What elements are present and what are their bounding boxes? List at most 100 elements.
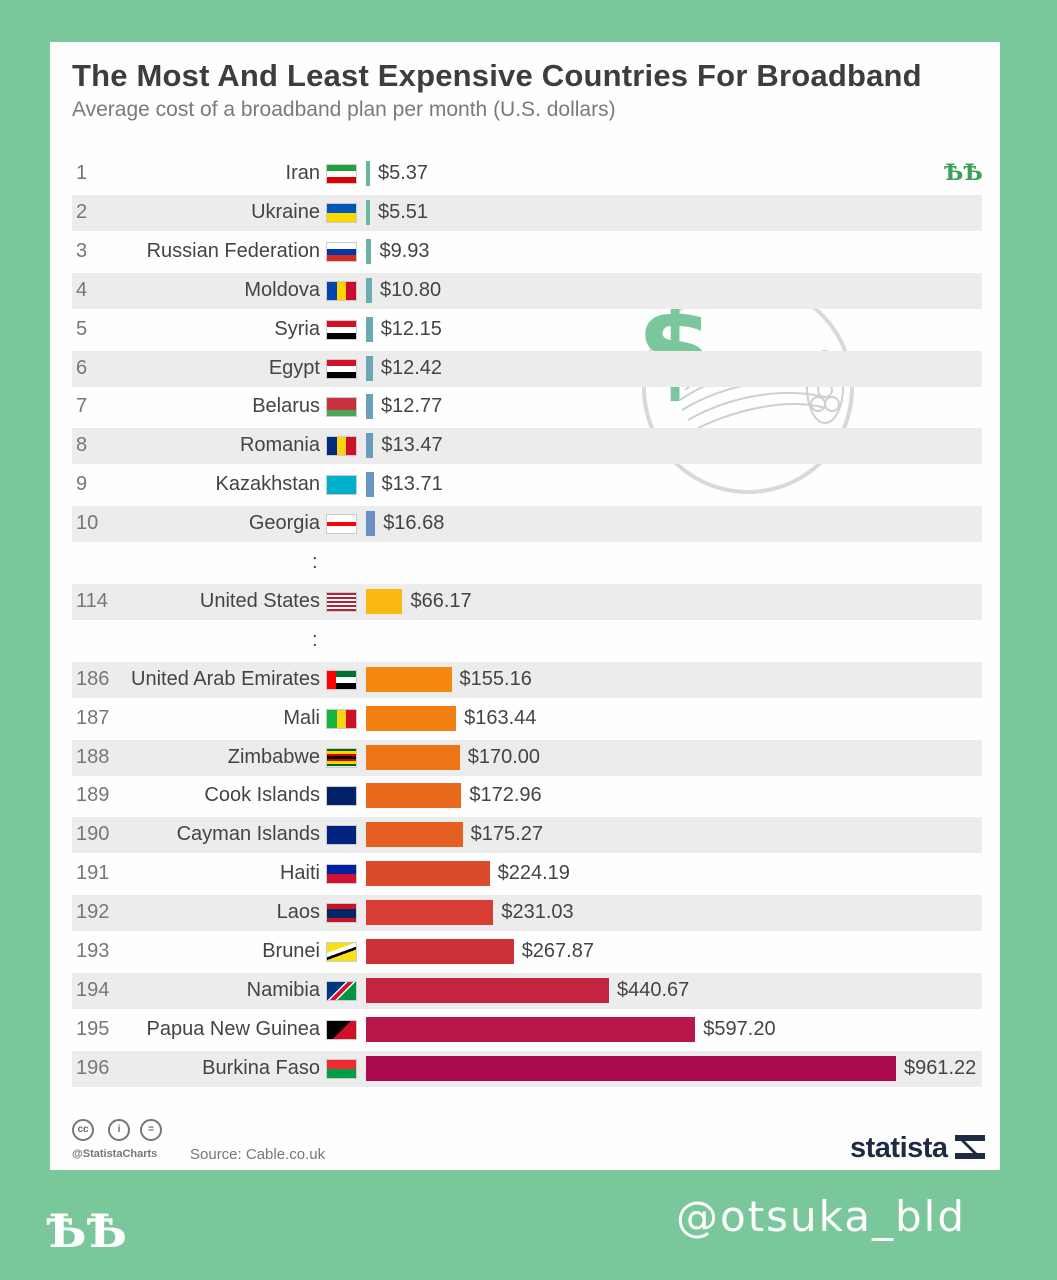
flag-icon: [326, 980, 357, 1001]
flag-icon: [326, 942, 357, 962]
rank-label: 190: [76, 823, 110, 846]
chart-row: 194 Namibia $440.67: [72, 972, 982, 1009]
chart-row: 5 Syria $12.15: [72, 312, 982, 348]
rank-label: 194: [76, 978, 110, 1001]
chart-row: 1 Iran $5.37: [72, 156, 982, 192]
country-label: Laos: [276, 901, 320, 924]
chart-row: 191 Haiti $224.19: [72, 856, 982, 892]
chart-row: 4 Moldova $10.80: [72, 272, 982, 309]
country-label: Haiti: [279, 862, 320, 885]
flag-icon: [326, 864, 357, 885]
country-label: Georgia: [248, 512, 320, 535]
chart-row: 189 Cook Islands $172.96: [72, 778, 982, 814]
rank-label: 2: [76, 200, 88, 223]
country-label: Belarus: [252, 395, 320, 418]
chart-bar: [366, 316, 373, 342]
chart-bar: [366, 939, 514, 964]
rank-label: 6: [76, 356, 88, 379]
flag-icon: [326, 669, 357, 690]
chart-row: 188 Zimbabwe $170.00: [72, 739, 982, 776]
flag-icon: [326, 358, 357, 379]
value-label: $155.16: [459, 667, 532, 690]
footer-source: Source: Cable.co.uk: [190, 1146, 326, 1163]
value-label: $16.68: [383, 512, 445, 535]
chart-row: 195 Papua New Guinea $597.20: [72, 1012, 982, 1048]
value-label: $10.80: [379, 278, 442, 301]
rank-label: 8: [76, 434, 88, 457]
flag-icon: [326, 747, 357, 768]
chart-bar: [366, 666, 452, 692]
rank-label: 189: [76, 784, 110, 807]
chart-bar: [366, 744, 460, 770]
value-label: $267.87: [521, 940, 594, 962]
rank-label: 191: [76, 862, 110, 885]
statista-logo-mark: [955, 1135, 986, 1159]
footer-tag: @StatistaCharts: [72, 1148, 158, 1160]
chart-row: 7 Belarus $12.77: [72, 389, 982, 425]
country-label: Moldova: [244, 278, 320, 301]
country-label: Iran: [285, 162, 320, 184]
attribution-icon: i: [108, 1119, 130, 1141]
value-label: $12.15: [380, 317, 442, 340]
chart-bar: [366, 783, 462, 809]
country-label: Syria: [274, 317, 320, 340]
flag-icon: [326, 436, 357, 457]
country-label: Cook Islands: [204, 784, 320, 807]
value-label: $13.71: [381, 473, 443, 496]
no-derivatives-icon: =: [140, 1119, 162, 1141]
cc-icon: cc: [72, 1119, 94, 1141]
rank-label: 7: [76, 395, 88, 418]
country-label: Namibia: [246, 978, 320, 1001]
rank-label: 186: [76, 667, 110, 690]
value-label: $12.77: [381, 395, 443, 418]
flag-icon: [326, 475, 357, 496]
logo-mark-small: ѢѢ: [944, 160, 983, 186]
chart-row: 9 Kazakhstan $13.71: [72, 467, 982, 503]
chart-title: The Most And Least Expensive Countries F…: [72, 58, 922, 93]
watermark-handle: @otsuka_bld: [676, 1192, 966, 1241]
chart-bar: [366, 900, 494, 926]
flag-icon: [326, 1058, 357, 1079]
rank-label: 196: [76, 1056, 110, 1079]
chart-row: 193 Brunei $267.87: [72, 934, 982, 970]
chart-bar: [366, 511, 376, 537]
rank-label: 1: [76, 162, 88, 184]
value-label: $5.51: [378, 200, 429, 223]
rank-label: 5: [76, 317, 88, 340]
chart-row: 6 Egypt $12.42: [72, 350, 982, 387]
chart-bar: [366, 355, 373, 381]
chart-bar: [366, 394, 374, 420]
chart-row: 10 Georgia $16.68: [72, 506, 982, 543]
country-label: Cayman Islands: [176, 823, 320, 846]
chart-row: 186 United Arab Emirates $155.16: [72, 661, 982, 698]
flag-icon: [326, 202, 357, 223]
separator-dots: :: [312, 628, 318, 651]
rank-label: 3: [76, 239, 88, 262]
chart-row: 190 Cayman Islands $175.27: [72, 817, 982, 854]
flag-icon: [326, 319, 357, 340]
country-label: United Arab Emirates: [131, 667, 320, 690]
country-label: Russian Federation: [146, 239, 320, 262]
chart-row: 8 Romania $13.47: [72, 428, 982, 465]
value-label: $224.19: [497, 862, 570, 885]
chart-bar: [366, 238, 372, 264]
logo-mark-large: ѢѢ: [46, 1204, 127, 1258]
chart-bar: [366, 199, 370, 225]
chart-row: 114 United States $66.17: [72, 583, 982, 620]
chart-row: 3 Russian Federation $9.93: [72, 234, 982, 270]
country-label: Ukraine: [251, 200, 320, 223]
country-label: United States: [199, 589, 320, 612]
flag-icon: [326, 1019, 357, 1040]
country-label: Mali: [283, 706, 320, 729]
chart-bar: [366, 1055, 896, 1081]
value-label: $175.27: [470, 823, 543, 846]
chart-row: 196 Burkina Faso $961.22: [72, 1050, 982, 1087]
flag-icon: [326, 825, 357, 846]
chart-bar: [366, 977, 609, 1003]
country-label: Burkina Faso: [202, 1056, 320, 1079]
flag-icon: [326, 591, 357, 612]
value-label: $163.44: [464, 706, 537, 729]
value-label: $597.20: [703, 1017, 776, 1040]
flag-icon: [326, 280, 357, 301]
value-label: $172.96: [469, 784, 542, 807]
